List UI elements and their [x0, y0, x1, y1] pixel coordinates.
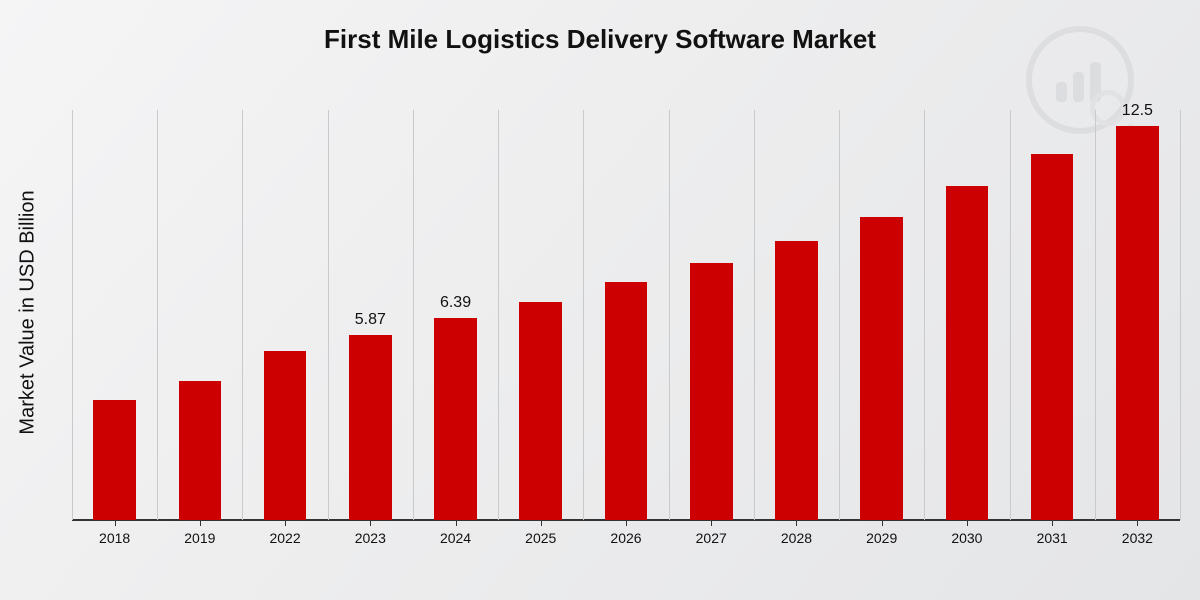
- x-tick-label: 2018: [72, 530, 157, 546]
- bar: [519, 302, 562, 520]
- bar: [434, 318, 477, 520]
- x-tick-mark: [711, 520, 712, 526]
- x-tick-mark: [796, 520, 797, 526]
- gridline-vertical: [242, 110, 243, 520]
- bar: [264, 351, 307, 520]
- x-tick-mark: [200, 520, 201, 526]
- bar: [775, 241, 818, 520]
- chart-stage: First Mile Logistics Delivery Software M…: [0, 0, 1200, 600]
- x-tick-mark: [626, 520, 627, 526]
- x-tick-label: 2028: [754, 530, 839, 546]
- x-tick-label: 2029: [839, 530, 924, 546]
- gridline-vertical: [1010, 110, 1011, 520]
- bar: [690, 263, 733, 520]
- x-tick-label: 2024: [413, 530, 498, 546]
- x-tick-mark: [456, 520, 457, 526]
- chart-title: First Mile Logistics Delivery Software M…: [0, 24, 1200, 55]
- bar: [349, 335, 392, 520]
- gridline-vertical: [754, 110, 755, 520]
- x-tick-label: 2030: [924, 530, 1009, 546]
- x-tick-label: 2019: [157, 530, 242, 546]
- gridline-vertical: [583, 110, 584, 520]
- x-tick-mark: [115, 520, 116, 526]
- plot-area: 5.876.3912.5: [72, 110, 1180, 520]
- bar-value-label: 5.87: [328, 311, 413, 329]
- watermark-bar-2: [1073, 72, 1084, 102]
- x-tick-mark: [967, 520, 968, 526]
- gridline-vertical: [498, 110, 499, 520]
- x-tick-mark: [541, 520, 542, 526]
- x-tick-label: 2027: [669, 530, 754, 546]
- x-tick-label: 2022: [242, 530, 327, 546]
- x-tick-mark: [1052, 520, 1053, 526]
- bar: [1116, 126, 1159, 520]
- bar: [605, 282, 648, 520]
- bar-value-label: 6.39: [413, 294, 498, 312]
- x-tick-label: 2032: [1095, 530, 1180, 546]
- x-tick-label: 2026: [583, 530, 668, 546]
- gridline-vertical: [1095, 110, 1096, 520]
- y-axis-label: Market Value in USD Billion: [17, 108, 40, 518]
- bar: [860, 217, 903, 520]
- gridline-vertical: [669, 110, 670, 520]
- bar-value-label: 12.5: [1095, 102, 1180, 120]
- bar: [1031, 154, 1074, 520]
- x-tick-mark: [1137, 520, 1138, 526]
- x-tick-label: 2023: [328, 530, 413, 546]
- gridline-vertical: [72, 110, 73, 520]
- x-tick-mark: [882, 520, 883, 526]
- watermark-bar-1: [1056, 82, 1067, 102]
- gridline-vertical: [839, 110, 840, 520]
- bar: [179, 381, 222, 520]
- x-tick-label: 2031: [1010, 530, 1095, 546]
- gridline-vertical: [157, 110, 158, 520]
- x-tick-mark: [285, 520, 286, 526]
- bar: [946, 186, 989, 520]
- x-tick-label: 2025: [498, 530, 583, 546]
- bar: [93, 400, 136, 520]
- x-tick-mark: [370, 520, 371, 526]
- gridline-vertical: [924, 110, 925, 520]
- gridline-vertical: [1180, 110, 1181, 520]
- gridline-vertical: [413, 110, 414, 520]
